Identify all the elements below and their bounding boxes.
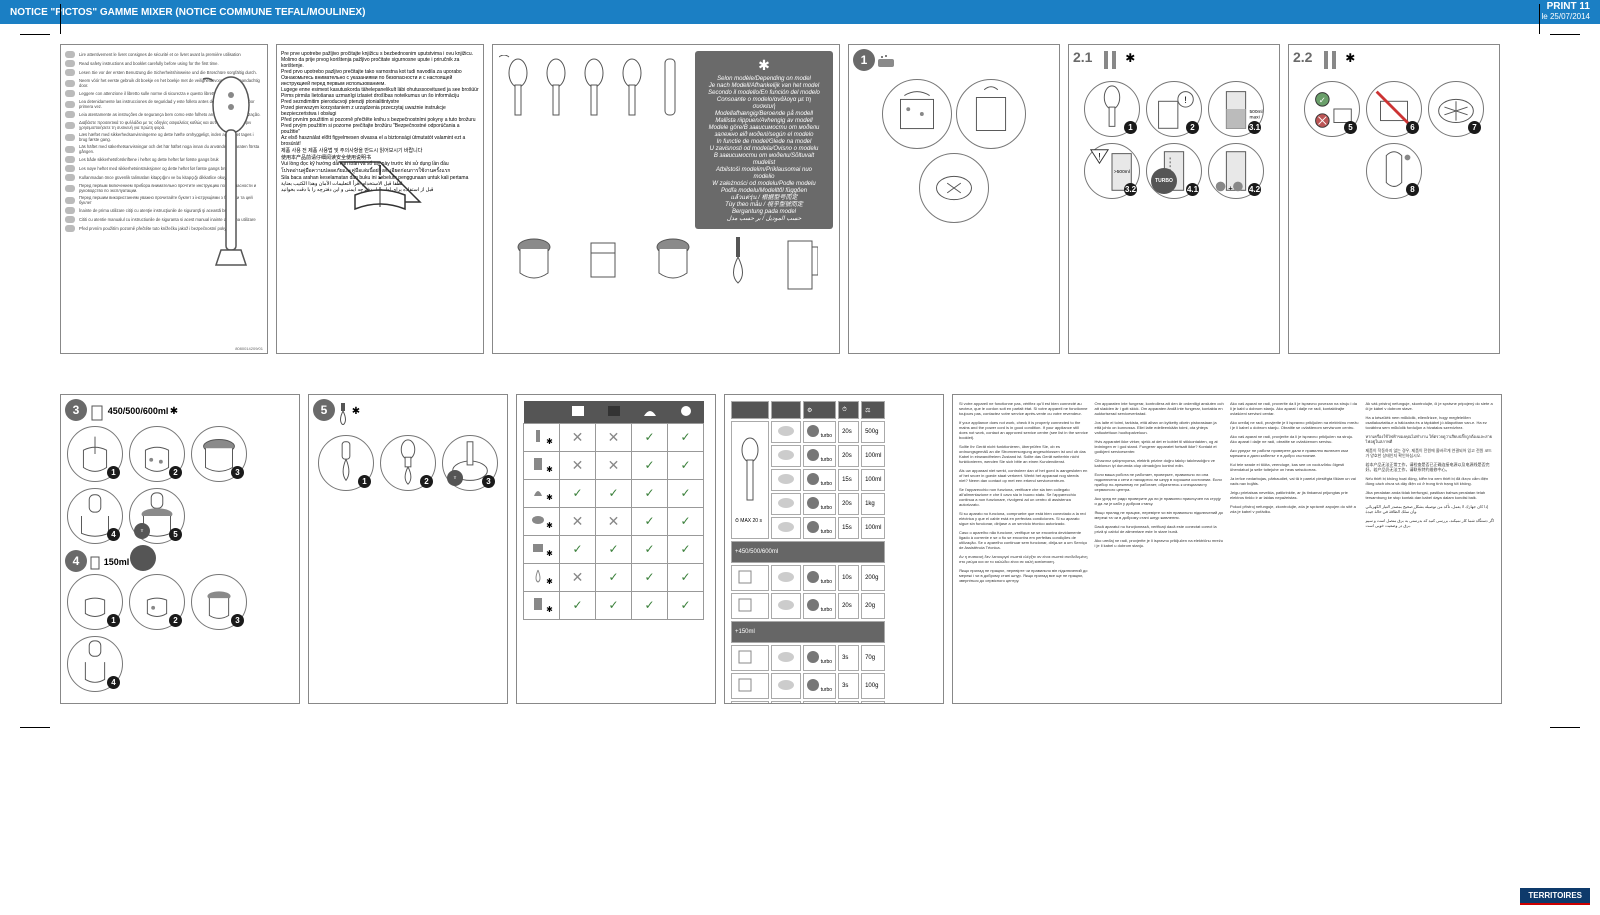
accessories-row-top [499, 55, 689, 125]
header-title: NOTICE "PICTOS" GAMME MIXER (NOTICE COMM… [10, 7, 365, 18]
panel-usage-table: ⚙⏱⚖ ⏱ MAX 20 s turbo20s500g turbo20s100m… [724, 394, 944, 704]
step-3-badge: 3 [65, 399, 87, 421]
wash-icon [876, 55, 896, 71]
compat-table: ✱✕✕✓✓✱✕✕✓✓✱✓✓✓✓✱✕✕✓✓✱✓✓✓✓✱✕✓✓✓✱✓✓✓✓ [523, 401, 704, 620]
attachment-icon [1094, 49, 1124, 79]
usage-table: ⚙⏱⚖ ⏱ MAX 20 s turbo20s500g turbo20s100m… [729, 399, 887, 704]
footer-brand: TERRITOIRES [1520, 888, 1590, 905]
attachment-icon [1314, 49, 1344, 79]
panel-whisk-steps: 5 ✱ 1 2 T3 [308, 394, 508, 704]
svg-text:✓: ✓ [1319, 95, 1326, 105]
step-ill: !2 [1146, 81, 1202, 137]
turbo-badge: TURBO [1151, 168, 1177, 194]
ref-number: 8080014209/01 [235, 346, 263, 351]
step-ill: 500mlmaxi3.1 [1208, 81, 1264, 137]
row-bottom: 3 450/500/600ml ✱ 1 2 3 4 T5 4 150ml ✱ 1… [60, 394, 1540, 704]
step-ill: +4.2 [1208, 143, 1264, 199]
whisk-icon [336, 401, 350, 425]
panel-lang-left: Lire attentivement le livret consignes d… [60, 44, 268, 354]
panel-2-2: 2.2 ✱ ✓5 6 7 8 [1288, 44, 1500, 354]
section-2-1-label: 2.1 [1073, 49, 1092, 65]
step-5-badge: 5 [313, 399, 335, 421]
svg-text:500ml: 500ml [1250, 109, 1263, 115]
panel-accessories: ✱ Selon modèle/Depending on modelJe nach… [492, 44, 840, 354]
step-ill: !>500ml3.2 [1084, 143, 1140, 199]
panel-lang-right: Pre prve upotrebe pažljivo pročitajte kn… [276, 44, 484, 354]
header-right: PRINT 11 le 25/07/2014 [1542, 2, 1591, 22]
panel-wash: 1 [848, 44, 1060, 354]
star-icon: ✱ [705, 57, 823, 74]
capacity-3: 450/500/600ml [108, 406, 169, 416]
print-number: PRINT 11 [1547, 1, 1590, 12]
panel-2-1: 2.1 ✱ 1 !2 500mlmaxi3.1 !>500ml3.2 TURBO… [1068, 44, 1280, 354]
svg-text:maxi: maxi [1250, 115, 1260, 121]
wash-step-ill [919, 153, 989, 223]
svg-text:!: ! [1098, 151, 1101, 162]
blender-illustration [201, 75, 261, 315]
panel-compat-table: ✱✕✕✓✓✱✕✕✓✓✱✓✓✓✓✱✕✕✓✓✱✓✓✓✓✱✕✓✓✓✱✓✓✓✓ [516, 394, 716, 704]
step-ill: 1 [1084, 81, 1140, 137]
wash-step-ill [882, 79, 952, 149]
step-1-badge: 1 [853, 49, 875, 71]
read-manual-icon: ! [335, 157, 425, 217]
step-ill: TURBO4.1 [1146, 143, 1202, 199]
step-4-badge: 4 [65, 550, 87, 572]
troubleshoot-columns: Si votre appareil ne fonctionne pas, vér… [953, 395, 1501, 593]
row-top: Lire attentivement le livret consignes d… [60, 44, 1540, 354]
capacity-4: 150ml [104, 557, 130, 567]
wash-step-ill [956, 79, 1026, 149]
panel-chopper-steps: 3 450/500/600ml ✱ 1 2 3 4 T5 4 150ml ✱ 1… [60, 394, 300, 704]
panel-troubleshoot: Si votre appareil ne fonctionne pas, vér… [952, 394, 1502, 704]
sheet: Lire attentivement le livret consignes d… [0, 24, 1600, 764]
svg-text:!: ! [377, 162, 383, 184]
svg-text:+: + [1228, 183, 1233, 192]
header-bar: NOTICE "PICTOS" GAMME MIXER (NOTICE COMM… [0, 0, 1600, 24]
svg-text:!: ! [1184, 95, 1187, 106]
section-2-2-label: 2.2 [1293, 49, 1312, 65]
svg-text:>500ml: >500ml [1114, 169, 1130, 175]
depending-on-model-box: ✱ Selon modèle/Depending on modelJe nach… [695, 51, 833, 229]
print-date: le 25/07/2014 [1542, 12, 1591, 22]
accessories-row-bottom [499, 235, 833, 295]
